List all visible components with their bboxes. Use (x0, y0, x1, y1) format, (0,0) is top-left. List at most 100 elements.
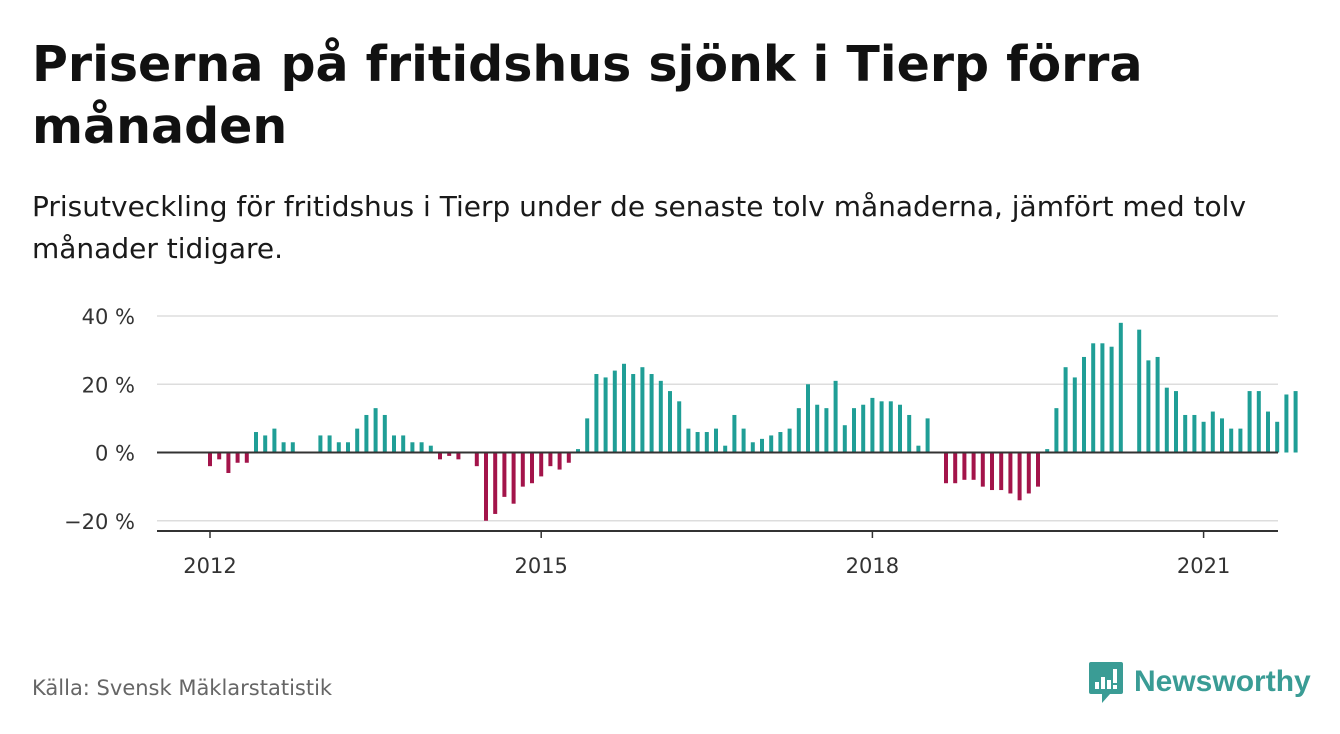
bar (1183, 414, 1188, 453)
bar (677, 401, 682, 453)
bar (410, 442, 415, 453)
bar (1091, 343, 1096, 453)
chart-subtitle: Prisutveckling för fritidshus i Tierp un… (32, 190, 1247, 265)
bar (1238, 428, 1243, 453)
bar (714, 428, 718, 453)
bar (1008, 452, 1013, 494)
bar (272, 428, 277, 453)
bar (971, 452, 976, 480)
bar (612, 370, 617, 453)
bar (226, 452, 231, 473)
bar (1109, 346, 1114, 453)
bar (1054, 408, 1059, 453)
bar (263, 435, 268, 453)
bar (585, 418, 590, 453)
bar (999, 452, 1004, 491)
bar (244, 452, 249, 463)
bar (355, 428, 360, 453)
bar (658, 380, 663, 453)
bar (953, 452, 958, 484)
bar (861, 404, 866, 453)
bar (1293, 391, 1298, 453)
bar (530, 452, 534, 484)
bar (888, 401, 893, 453)
bar (1201, 421, 1206, 453)
bar (1266, 411, 1270, 453)
y-tick-label: 40 % (82, 305, 135, 329)
bar (723, 445, 728, 453)
bar (548, 452, 553, 467)
bar (1174, 391, 1178, 453)
bar (1137, 329, 1142, 453)
bar (842, 425, 847, 453)
bar (474, 452, 479, 467)
bar (741, 428, 746, 453)
bar (327, 435, 332, 453)
bar (760, 438, 764, 453)
bar (392, 435, 396, 453)
bar (925, 418, 930, 453)
bar (1164, 387, 1169, 453)
bar (539, 452, 544, 477)
bar (1036, 452, 1040, 487)
bar (1100, 343, 1105, 453)
bar (576, 449, 580, 453)
bar (1155, 356, 1160, 453)
bar (769, 435, 774, 453)
brand-logo: Newsworthy (1088, 660, 1311, 704)
bar (704, 432, 709, 453)
chart-title: Priserna på fritidshus sjönk i Tierp för… (32, 36, 1143, 155)
bar (1045, 449, 1050, 453)
bar (346, 442, 350, 453)
price-change-bar-chart: 40 %20 %0 %−20 %20122015201820212023−14 … (64, 305, 1298, 578)
bar (511, 452, 516, 504)
bar (1256, 391, 1261, 453)
bar (732, 414, 737, 453)
bar (254, 432, 258, 453)
bar (631, 374, 636, 453)
bar (1284, 394, 1289, 453)
y-tick-label: −20 % (64, 510, 135, 534)
bar (566, 452, 571, 463)
bar (1082, 356, 1086, 453)
bar (594, 374, 599, 453)
bar (778, 432, 783, 453)
bar (1017, 452, 1022, 501)
bar (557, 452, 562, 470)
bar (649, 374, 654, 453)
bar (686, 428, 691, 453)
bar (1247, 391, 1252, 453)
bar (879, 401, 884, 453)
bar (456, 452, 461, 460)
bar (281, 442, 286, 453)
bar (898, 404, 902, 453)
bar (336, 442, 341, 453)
x-tick-label: 2018 (846, 554, 899, 578)
newsworthy-logo-icon (1089, 662, 1123, 703)
bar (438, 452, 442, 460)
bar (824, 408, 829, 453)
bar (428, 445, 433, 453)
bar (852, 408, 856, 453)
bar (484, 452, 488, 521)
axes: 40 %20 %0 %−20 %20122015201820212023−14 … (64, 305, 1278, 578)
x-tick-label: 2012 (183, 554, 236, 578)
bar (1210, 411, 1215, 453)
bar (603, 377, 608, 453)
source-note: Källa: Svensk Mäklarstatistik (32, 676, 333, 700)
bar (447, 452, 452, 456)
bar (990, 452, 994, 491)
x-tick-label: 2021 (1177, 554, 1230, 578)
bar (1072, 377, 1077, 453)
bar (944, 452, 948, 484)
bar (870, 397, 875, 453)
bar (382, 414, 387, 453)
bar (1063, 367, 1068, 453)
bar (235, 452, 240, 463)
bar (916, 445, 921, 453)
brand-name: Newsworthy (1134, 665, 1311, 698)
bar (668, 391, 672, 453)
bar (640, 367, 645, 453)
y-tick-label: 20 % (82, 373, 135, 397)
bar (1220, 418, 1224, 453)
